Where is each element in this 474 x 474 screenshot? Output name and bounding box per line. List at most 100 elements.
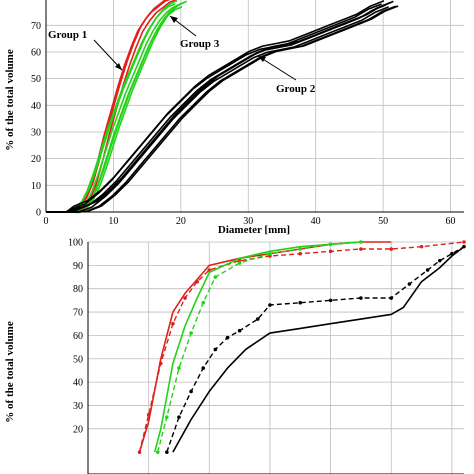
bottom-series-point [213,347,218,352]
bottom-series-point [298,300,303,305]
bottom-series-point [177,415,181,419]
bottom-series-point [237,261,242,265]
top-series-line [46,5,399,213]
annotation-group-1-label: Group 1 [48,29,87,41]
bottom-series-point [137,450,142,454]
top-series-line [46,0,394,213]
top-xtick-label: 60 [446,216,456,227]
bottom-series-point [189,389,193,394]
bottom-series-point [201,366,206,370]
bottom-series-point [268,251,272,256]
top-ytick-label: 40 [31,101,41,112]
bottom-series-point [298,251,303,256]
bottom-series-point [165,415,169,419]
top-plot-area [40,0,468,212]
bottom-series-point [328,298,333,303]
annotation-group-2-label: Group 2 [276,83,316,95]
bottom-series-point [201,300,206,305]
bottom-series-point [207,268,212,272]
bottom-ytick-label: 60 [73,331,83,342]
bottom-series-point [389,247,394,251]
bottom-ytick-label: 90 [73,261,83,272]
bottom-series-point [155,450,160,454]
bottom-series-point [225,335,230,340]
bottom-ytick-label: 100 [68,238,83,249]
top-xtick-label: 20 [176,216,186,227]
bottom-series-point [359,240,363,244]
top-axes: 0 10 20 30 40 50 60 70 0 10 20 30 40 50 60 [31,0,464,227]
annotation-group-3: Group 3 [169,15,220,50]
annotation-group-2-arrowhead [258,56,266,62]
bottom-series-point [237,328,242,333]
bottom-ytick-label: 50 [73,354,83,365]
bottom-series-point [183,296,187,300]
bottom-series-point [146,412,151,417]
top-ytick-label: 0 [36,208,41,219]
top-grid [45,0,464,213]
bottom-series-point [189,331,193,335]
bottom-series-point [195,279,199,284]
bottom-grid [87,241,464,474]
bottom-series-point [177,366,181,370]
top-ytick-label: 50 [31,74,41,85]
bottom-series-line [166,246,465,453]
bottom-series-point [462,244,466,249]
bottom-series-point [213,275,218,279]
bottom-series-point [328,249,333,254]
top-x-axis-label: Diameter [mm] [218,224,290,236]
top-ytick-label: 10 [31,181,41,192]
bottom-series-point [407,282,412,286]
bottom-axes: 20 30 40 50 60 70 80 90 100 [68,238,464,474]
top-ytick-label: 70 [31,21,41,32]
bottom-ytick-label: 40 [73,378,83,389]
bottom-series-point [158,361,163,366]
bottom-plot-area [40,236,468,474]
top-y-axis-label: % of the total volume [4,49,16,151]
top-series-line [46,0,167,213]
bottom-series-line [138,241,465,453]
bottom-ytick-label: 80 [73,284,83,295]
bottom-series-point [419,244,424,249]
top-xtick-label: 0 [44,216,49,227]
bottom-ytick-label: 30 [73,401,83,412]
annotation-group-3-arrowhead [170,16,178,23]
annotation-group-3-label: Group 3 [180,38,220,50]
bottom-series-point [359,296,363,300]
annotation-group-1: Group 1 [48,29,123,71]
top-xtick-label: 40 [311,216,321,227]
top-xtick-label: 30 [243,216,253,227]
bottom-series-point [268,303,272,307]
bottom-series-point [425,268,430,272]
top-xtick-label: 10 [108,216,118,227]
annotation-group-2: Group 2 [257,55,316,95]
bottom-series [137,240,466,454]
bottom-ytick-label: 70 [73,308,83,319]
top-ytick-label: 30 [31,127,41,138]
bottom-ytick-label: 20 [73,424,83,435]
top-series-line [46,0,187,213]
bottom-panel: 20 30 40 50 60 70 80 90 100 % of the total volum… [4,236,468,474]
bottom-series-point [450,251,454,256]
annotation-group-1-arrowhead [115,63,122,70]
bottom-series-point [389,296,394,300]
bottom-series-point [359,247,363,251]
bottom-series-point [171,321,175,326]
bottom-series-point [256,317,260,321]
top-series-line [46,0,385,213]
bottom-series-point [328,242,333,247]
top-panel: 0 10 20 30 40 50 60 70 0 10 20 30 40 50 60 % of the to… [4,0,468,236]
bottom-y-axis-label: % of the total volume [4,321,16,423]
top-series [46,0,399,214]
bottom-series-point [298,247,303,251]
bottom-series-point [165,450,169,454]
bottom-series-point [437,258,442,263]
bottom-series-point [462,240,466,244]
top-ytick-label: 20 [31,154,41,165]
bottom-series-line [172,246,465,453]
top-series-line [46,0,178,213]
top-series-line [46,6,389,214]
bottom-series-line [153,241,361,453]
annotation-group-2-arrow [257,55,297,81]
top-ytick-label: 60 [31,47,41,58]
